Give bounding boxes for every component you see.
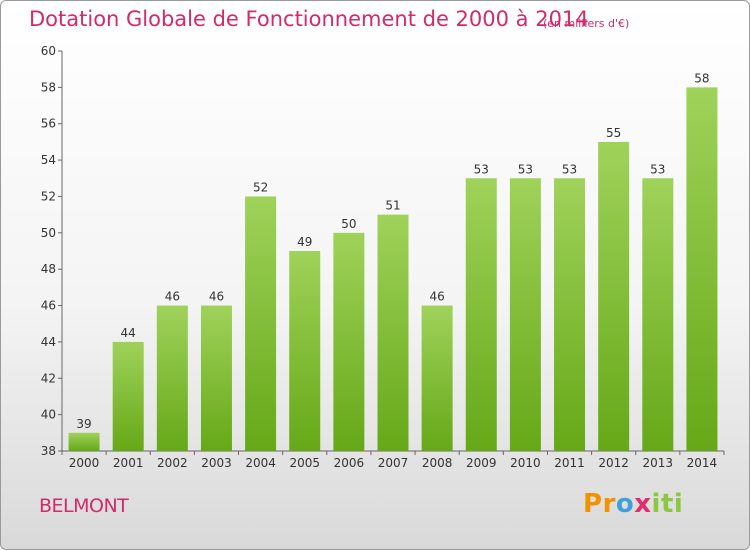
data-label: 55 — [606, 126, 621, 140]
bar — [509, 178, 541, 452]
logo-letter: o — [615, 489, 635, 519]
x-tick-label: 2000 — [69, 456, 100, 470]
data-label: 46 — [429, 290, 444, 304]
data-label: 58 — [694, 71, 709, 85]
x-tick-label: 2014 — [687, 456, 718, 470]
bar — [686, 87, 718, 451]
data-label: 46 — [165, 290, 180, 304]
logo-letter: i — [651, 489, 661, 519]
bar — [112, 341, 144, 451]
bar — [200, 305, 232, 451]
x-tick-label: 2001 — [113, 456, 144, 470]
y-tick-label: 56 — [41, 117, 56, 131]
y-tick-label: 44 — [41, 335, 56, 349]
y-tick-label: 48 — [41, 262, 56, 276]
x-tick-label: 2007 — [378, 456, 409, 470]
bar — [421, 305, 453, 451]
data-label: 44 — [121, 326, 136, 340]
y-tick-label: 50 — [41, 226, 56, 240]
y-tick-label: 38 — [41, 444, 56, 458]
x-tick-label: 2005 — [289, 456, 320, 470]
bar — [333, 232, 365, 451]
proxiti-logo: Proxiti — [583, 489, 683, 519]
logo-letter: r — [602, 489, 616, 519]
bar — [554, 178, 586, 452]
y-tick-label: 58 — [41, 80, 56, 94]
data-label: 51 — [385, 199, 400, 213]
x-tick-label: 2012 — [598, 456, 629, 470]
data-label: 46 — [209, 290, 224, 304]
bar — [642, 178, 674, 452]
logo-letter: P — [583, 489, 603, 519]
data-label: 39 — [76, 417, 91, 431]
x-tick-label: 2003 — [201, 456, 232, 470]
unit-note: (en milliers d'€) — [543, 17, 630, 30]
bar — [245, 196, 277, 451]
y-tick-label: 46 — [41, 299, 56, 313]
bar — [289, 251, 321, 451]
x-tick-label: 2002 — [157, 456, 188, 470]
chart-axes: 38 40 42 44 46 48 50 52 54 56 58 60 2000 2001 2002 2003… — [41, 44, 725, 470]
bar — [68, 432, 100, 451]
value-labels-group: 39 44 46 46 52 49 50 51 46 53 53 53 55 53 58 — [76, 71, 709, 430]
y-tick-label: 40 — [41, 408, 56, 422]
data-label: 53 — [474, 162, 489, 176]
y-tick-label: 42 — [41, 371, 56, 385]
x-tick-label: 2010 — [510, 456, 541, 470]
y-tick-label: 60 — [41, 44, 56, 58]
commune-name: BELMONT — [39, 495, 129, 517]
data-label: 53 — [562, 162, 577, 176]
x-tick-label: 2011 — [554, 456, 585, 470]
data-label: 53 — [518, 162, 533, 176]
logo-letter: t — [660, 489, 674, 519]
data-label: 49 — [297, 235, 312, 249]
data-label: 53 — [650, 162, 665, 176]
x-tick-label: 2004 — [245, 456, 276, 470]
logo-letter: i — [673, 489, 684, 519]
x-tick-label: 2006 — [334, 456, 365, 470]
x-tick-label: 2008 — [422, 456, 453, 470]
chart-title: Dotation Globale de Fonctionnement de 20… — [29, 7, 589, 31]
bar — [465, 178, 497, 452]
y-tick-label: 54 — [41, 153, 56, 167]
x-tick-label: 2013 — [643, 456, 674, 470]
bars-group — [68, 87, 718, 452]
data-label: 52 — [253, 180, 268, 194]
bar — [377, 214, 409, 451]
bar — [156, 305, 188, 451]
x-tick-label: 2009 — [466, 456, 497, 470]
bar — [598, 141, 630, 451]
data-label: 50 — [341, 217, 356, 231]
logo-letter: x — [634, 489, 652, 519]
y-tick-label: 52 — [41, 189, 56, 203]
